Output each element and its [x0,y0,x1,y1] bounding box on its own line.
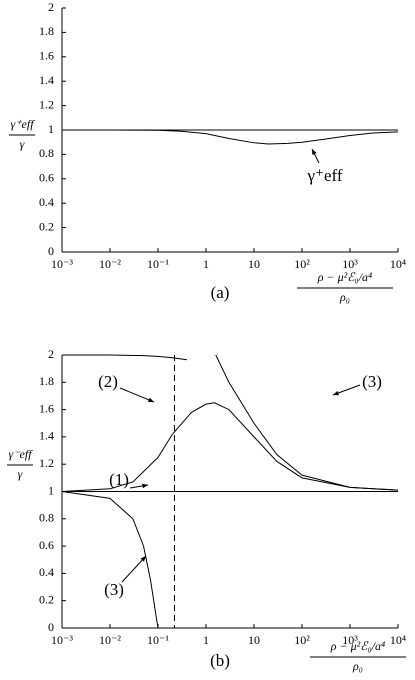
x-label-den: ρ₀ [352,659,363,673]
y-tick-label: 0.8 [39,146,54,160]
y-tick-label: 1.2 [39,97,54,111]
arrow [121,555,147,583]
series-line [62,354,187,361]
panel-label: (a) [211,283,230,302]
y-tick-label: 0.4 [39,565,54,579]
x-tick-label: 10⁻² [99,257,121,271]
y-label-num: γ⁺eff [10,117,35,131]
y-tick-label: 2 [48,0,54,14]
y-tick-label: 0.8 [39,511,54,525]
curve-label: (3) [362,372,382,391]
y-tick-label: 1.6 [39,401,54,415]
series-line [61,402,399,492]
x-tick-label: 10⁻³ [51,633,73,647]
curve-label: (2) [98,372,118,391]
arrow-head [312,149,317,155]
curve-label: (3) [104,580,124,599]
y-label-num: γ⁻eff [8,447,33,461]
y-tick-label: 0.4 [39,195,54,209]
arrow [119,387,155,403]
arrow-head [333,390,339,396]
y-tick-label: 2 [48,347,54,361]
curve-label: γ⁺eff [306,166,342,185]
y-tick-label: 1.4 [39,73,54,87]
y-tick-label: 1 [48,483,54,497]
arrow-head [142,483,148,489]
x-tick-label: 10⁻³ [51,257,73,271]
x-label-num: ρ − μ²ℰ₀/a⁴ [330,639,385,653]
y-tick-label: 1.4 [39,429,54,443]
x-tick-label: 10³ [342,633,358,647]
series-line [61,491,159,629]
x-tick-label: 1 [203,257,209,271]
x-tick-label: 10² [294,257,310,271]
y-tick-label: 0 [48,244,54,258]
x-tick-label: 10⁻² [99,633,121,647]
x-tick-label: 10³ [342,257,358,271]
y-tick-label: 0 [48,620,54,634]
y-tick-label: 0.2 [39,592,54,606]
panel-label: (b) [210,651,230,670]
y-tick-label: 0.2 [39,219,54,233]
x-tick-label: 10⁻¹ [147,633,169,647]
x-label-den: ρ₀ [339,290,350,304]
y-tick-label: 1.8 [39,374,54,388]
x-tick-label: 10 [248,633,260,647]
y-tick-label: 1.2 [39,456,54,470]
y-tick-label: 1 [48,122,54,136]
x-label-num: ρ − μ²ℰ₀/a⁴ [317,270,372,284]
curve-label: (1) [109,470,129,489]
arrow-head [148,397,154,403]
y-label-den: γ [20,137,25,151]
x-tick-label: 10⁴ [390,633,406,647]
series-line [62,129,399,145]
y-tick-label: 0.6 [39,538,54,552]
x-tick-label: 1 [203,633,209,647]
y-tick-label: 1.6 [39,49,54,63]
series-line [215,354,399,491]
x-tick-label: 10² [294,633,310,647]
y-tick-label: 0.6 [39,171,54,185]
x-tick-label: 10⁻¹ [147,257,169,271]
x-tick-label: 10⁴ [390,257,406,271]
x-tick-label: 10 [248,257,260,271]
y-label-den: γ [18,467,23,481]
arrow-head [140,556,146,562]
y-tick-label: 1.8 [39,24,54,38]
